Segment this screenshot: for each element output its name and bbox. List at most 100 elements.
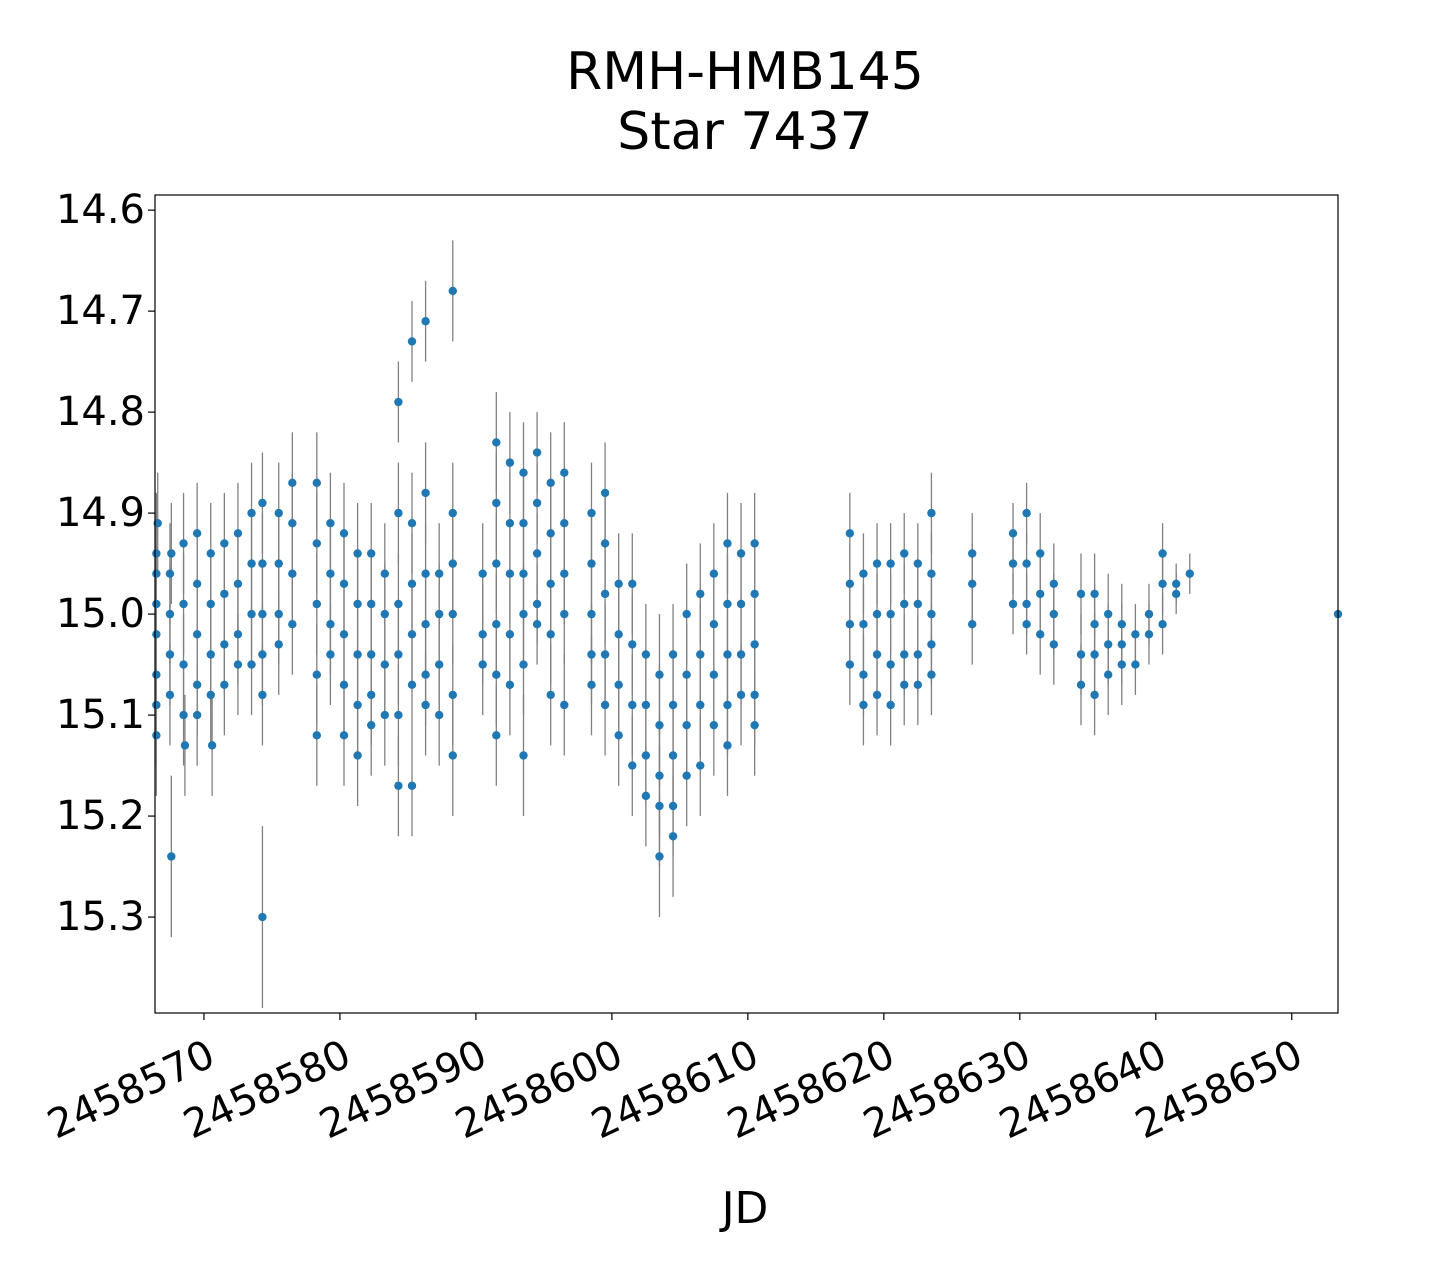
data-point	[380, 660, 390, 669]
data-point	[167, 852, 176, 861]
data-point	[913, 559, 923, 568]
data-point	[421, 569, 430, 578]
data-point	[220, 589, 229, 599]
data-point	[696, 700, 705, 710]
data-point	[859, 700, 868, 710]
data-point	[1008, 529, 1018, 538]
data-point	[152, 569, 161, 578]
data-point	[1185, 569, 1194, 578]
data-point	[1131, 660, 1140, 669]
data-point	[312, 478, 322, 488]
data-point	[546, 630, 555, 639]
data-point	[288, 569, 297, 578]
data-point	[723, 539, 732, 548]
data-point	[505, 569, 515, 578]
y-tick-label: 14.8	[56, 389, 145, 435]
data-point	[886, 559, 895, 568]
data-point	[1036, 549, 1045, 558]
data-point	[900, 650, 909, 659]
data-point	[736, 690, 746, 700]
data-point	[448, 559, 457, 568]
data-point	[750, 640, 759, 649]
data-point	[1008, 559, 1018, 568]
data-point	[723, 700, 732, 710]
data-point	[872, 690, 882, 700]
data-point	[709, 569, 719, 578]
data-point	[492, 731, 501, 740]
data-point	[505, 630, 515, 639]
data-point	[180, 741, 190, 750]
data-point	[628, 700, 637, 710]
y-tick-label: 14.6	[56, 187, 145, 233]
data-point	[859, 619, 868, 629]
data-point	[1022, 559, 1031, 568]
y-axis: 14.6 14.7 14.8 14.9 15.0 15.1 15.2 15.3	[56, 187, 155, 940]
data-point	[641, 650, 651, 659]
data-point	[1090, 619, 1099, 629]
y-tick-label: 15.1	[56, 692, 145, 738]
data-point	[152, 731, 161, 740]
data-point	[492, 438, 501, 447]
data-point	[353, 751, 362, 760]
data-point	[900, 599, 909, 609]
data-point	[968, 549, 977, 558]
data-point	[288, 478, 297, 488]
data-point	[326, 619, 335, 629]
data-point	[247, 609, 256, 619]
data-point	[546, 529, 555, 538]
data-point	[206, 690, 215, 700]
data-point	[421, 670, 430, 679]
data-point	[274, 559, 283, 568]
data-point	[560, 519, 569, 528]
data-point	[696, 761, 705, 770]
data-point	[247, 660, 256, 669]
data-point	[492, 498, 501, 508]
data-point	[434, 609, 444, 619]
data-point	[682, 771, 691, 780]
data-point	[380, 710, 390, 720]
data-point	[179, 660, 188, 669]
data-point	[614, 731, 623, 740]
data-point	[723, 650, 732, 659]
data-point	[696, 589, 705, 599]
chart-title-line-2: Star 7437	[617, 102, 873, 162]
data-point	[274, 640, 283, 649]
data-point	[628, 640, 637, 649]
data-point	[434, 710, 444, 720]
data-point	[258, 609, 267, 619]
plot-frame	[154, 194, 1339, 1014]
data-point	[859, 569, 868, 578]
data-point	[353, 599, 362, 609]
data-point	[206, 650, 215, 659]
data-point	[900, 549, 909, 558]
data-point	[407, 680, 417, 689]
data-point	[312, 731, 322, 740]
data-point	[505, 680, 515, 689]
data-point	[367, 720, 376, 730]
data-point	[546, 478, 555, 488]
data-point	[478, 630, 487, 639]
data-point	[1144, 609, 1154, 619]
data-point	[274, 508, 283, 518]
data-point-layer	[152, 286, 1343, 922]
data-point	[872, 559, 882, 568]
data-point	[750, 690, 759, 700]
data-point	[587, 559, 596, 568]
data-point	[913, 650, 923, 659]
data-point	[353, 700, 362, 710]
data-point	[394, 781, 403, 790]
data-point	[1117, 640, 1126, 649]
data-point	[587, 650, 596, 659]
data-point	[872, 609, 882, 619]
data-point	[367, 650, 376, 659]
data-point	[312, 539, 322, 548]
data-point	[968, 619, 977, 629]
data-point	[709, 720, 719, 730]
data-point	[165, 609, 175, 619]
data-point	[628, 579, 637, 589]
data-point	[192, 529, 202, 538]
data-point	[407, 519, 417, 528]
data-point	[641, 700, 651, 710]
data-point	[448, 609, 457, 619]
x-axis-label: JD	[719, 1183, 769, 1234]
